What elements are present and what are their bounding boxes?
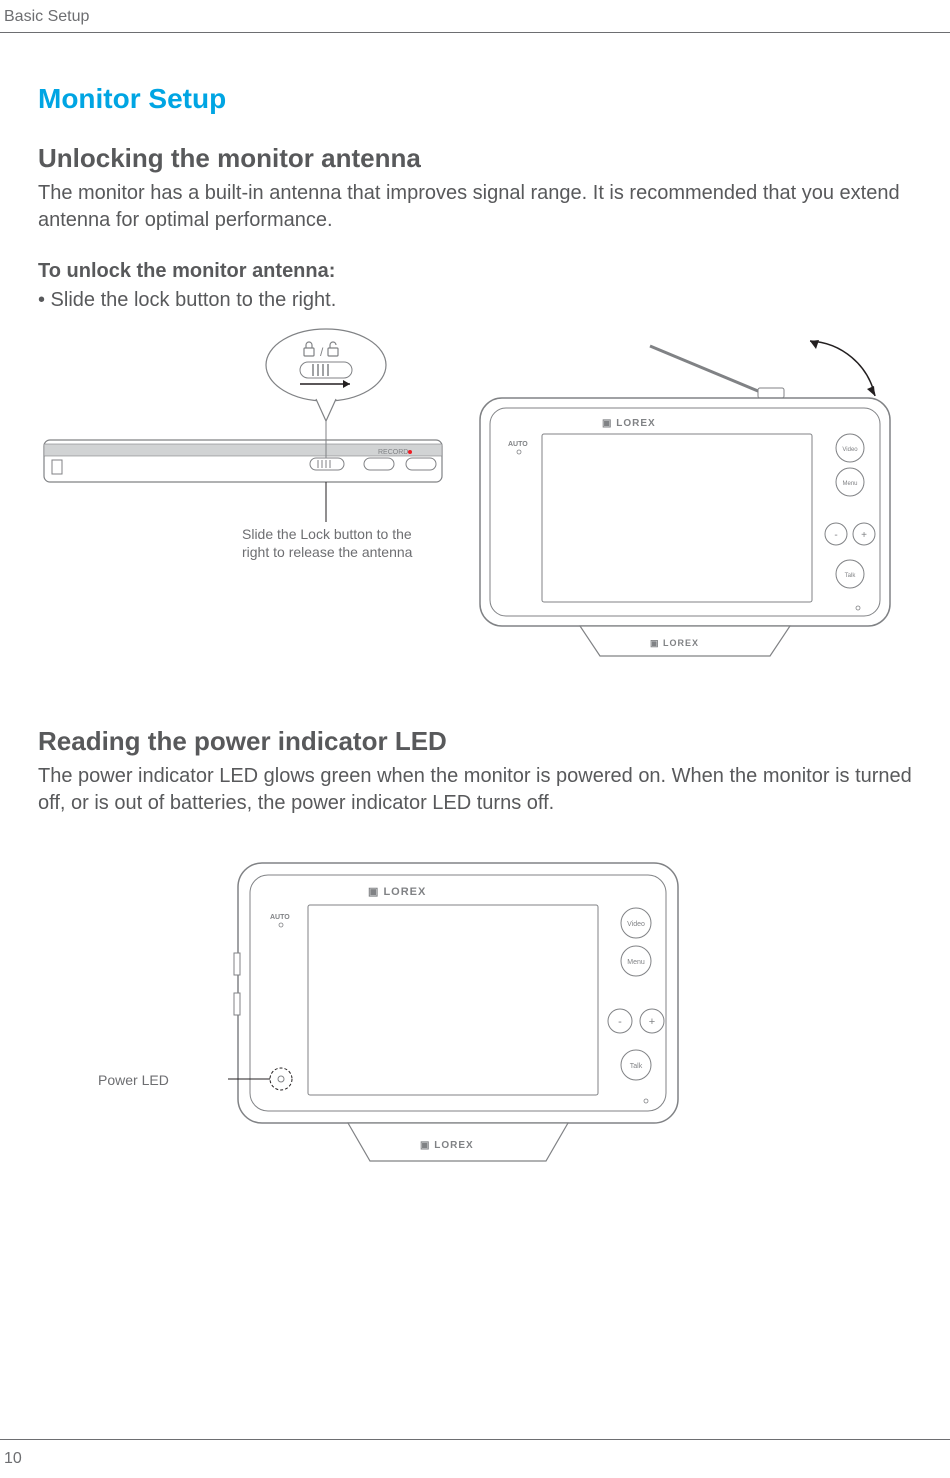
figure-power-led: ▣ LOREX AUTO Video Menu - + Talk — [228, 843, 688, 1193]
svg-text:Video: Video — [627, 921, 645, 928]
breadcrumb: Basic Setup — [4, 8, 89, 25]
page-content: Monitor Setup Unlocking the monitor ante… — [0, 83, 950, 1193]
figure-monitor-antenna: ▣ LOREX AUTO Video Menu - + Talk — [470, 326, 900, 666]
svg-text:Talk: Talk — [845, 573, 857, 579]
svg-text:Menu: Menu — [842, 481, 857, 487]
svg-text:AUTO: AUTO — [270, 914, 290, 921]
intro-text-antenna: The monitor has a built-in antenna that … — [38, 180, 912, 234]
svg-text:-: - — [618, 1016, 622, 1028]
page-number: 10 — [4, 1450, 22, 1468]
subsection-title-led: Reading the power indicator LED — [38, 726, 912, 757]
svg-text:+: + — [649, 1016, 655, 1028]
svg-text:RECORD: RECORD — [378, 449, 408, 456]
svg-text:▣ LOREX: ▣ LOREX — [602, 418, 656, 429]
caption-line-2: right to release the antenna — [242, 544, 412, 562]
figure-row-1: / — [38, 326, 912, 666]
header-divider — [0, 32, 950, 33]
svg-text:AUTO: AUTO — [508, 441, 528, 448]
svg-text:▣ LOREX: ▣ LOREX — [420, 1140, 474, 1151]
subsection-title-antenna: Unlocking the monitor antenna — [38, 143, 912, 174]
power-led-label: Power LED — [98, 1072, 169, 1088]
bullet-text: • Slide the lock button to the right. — [38, 289, 912, 312]
caption-lock-slider: Slide the Lock button to the right to re… — [242, 526, 412, 561]
svg-text:Video: Video — [842, 447, 858, 453]
svg-text:-: - — [834, 530, 837, 541]
svg-text:Talk: Talk — [630, 1063, 643, 1070]
svg-text:+: + — [861, 530, 867, 541]
caption-line-1: Slide the Lock button to the — [242, 526, 412, 544]
figure-lock-slider: / — [38, 326, 448, 586]
svg-text:▣ LOREX: ▣ LOREX — [368, 886, 426, 898]
svg-text:Menu: Menu — [627, 959, 645, 966]
section-title: Monitor Setup — [38, 83, 912, 115]
intro-text-led: The power indicator LED glows green when… — [38, 763, 912, 817]
lead-text: To unlock the monitor antenna: — [38, 260, 912, 283]
svg-text:▣ LOREX: ▣ LOREX — [650, 638, 699, 648]
page-header: Basic Setup — [0, 0, 950, 32]
footer-divider — [0, 1439, 950, 1440]
